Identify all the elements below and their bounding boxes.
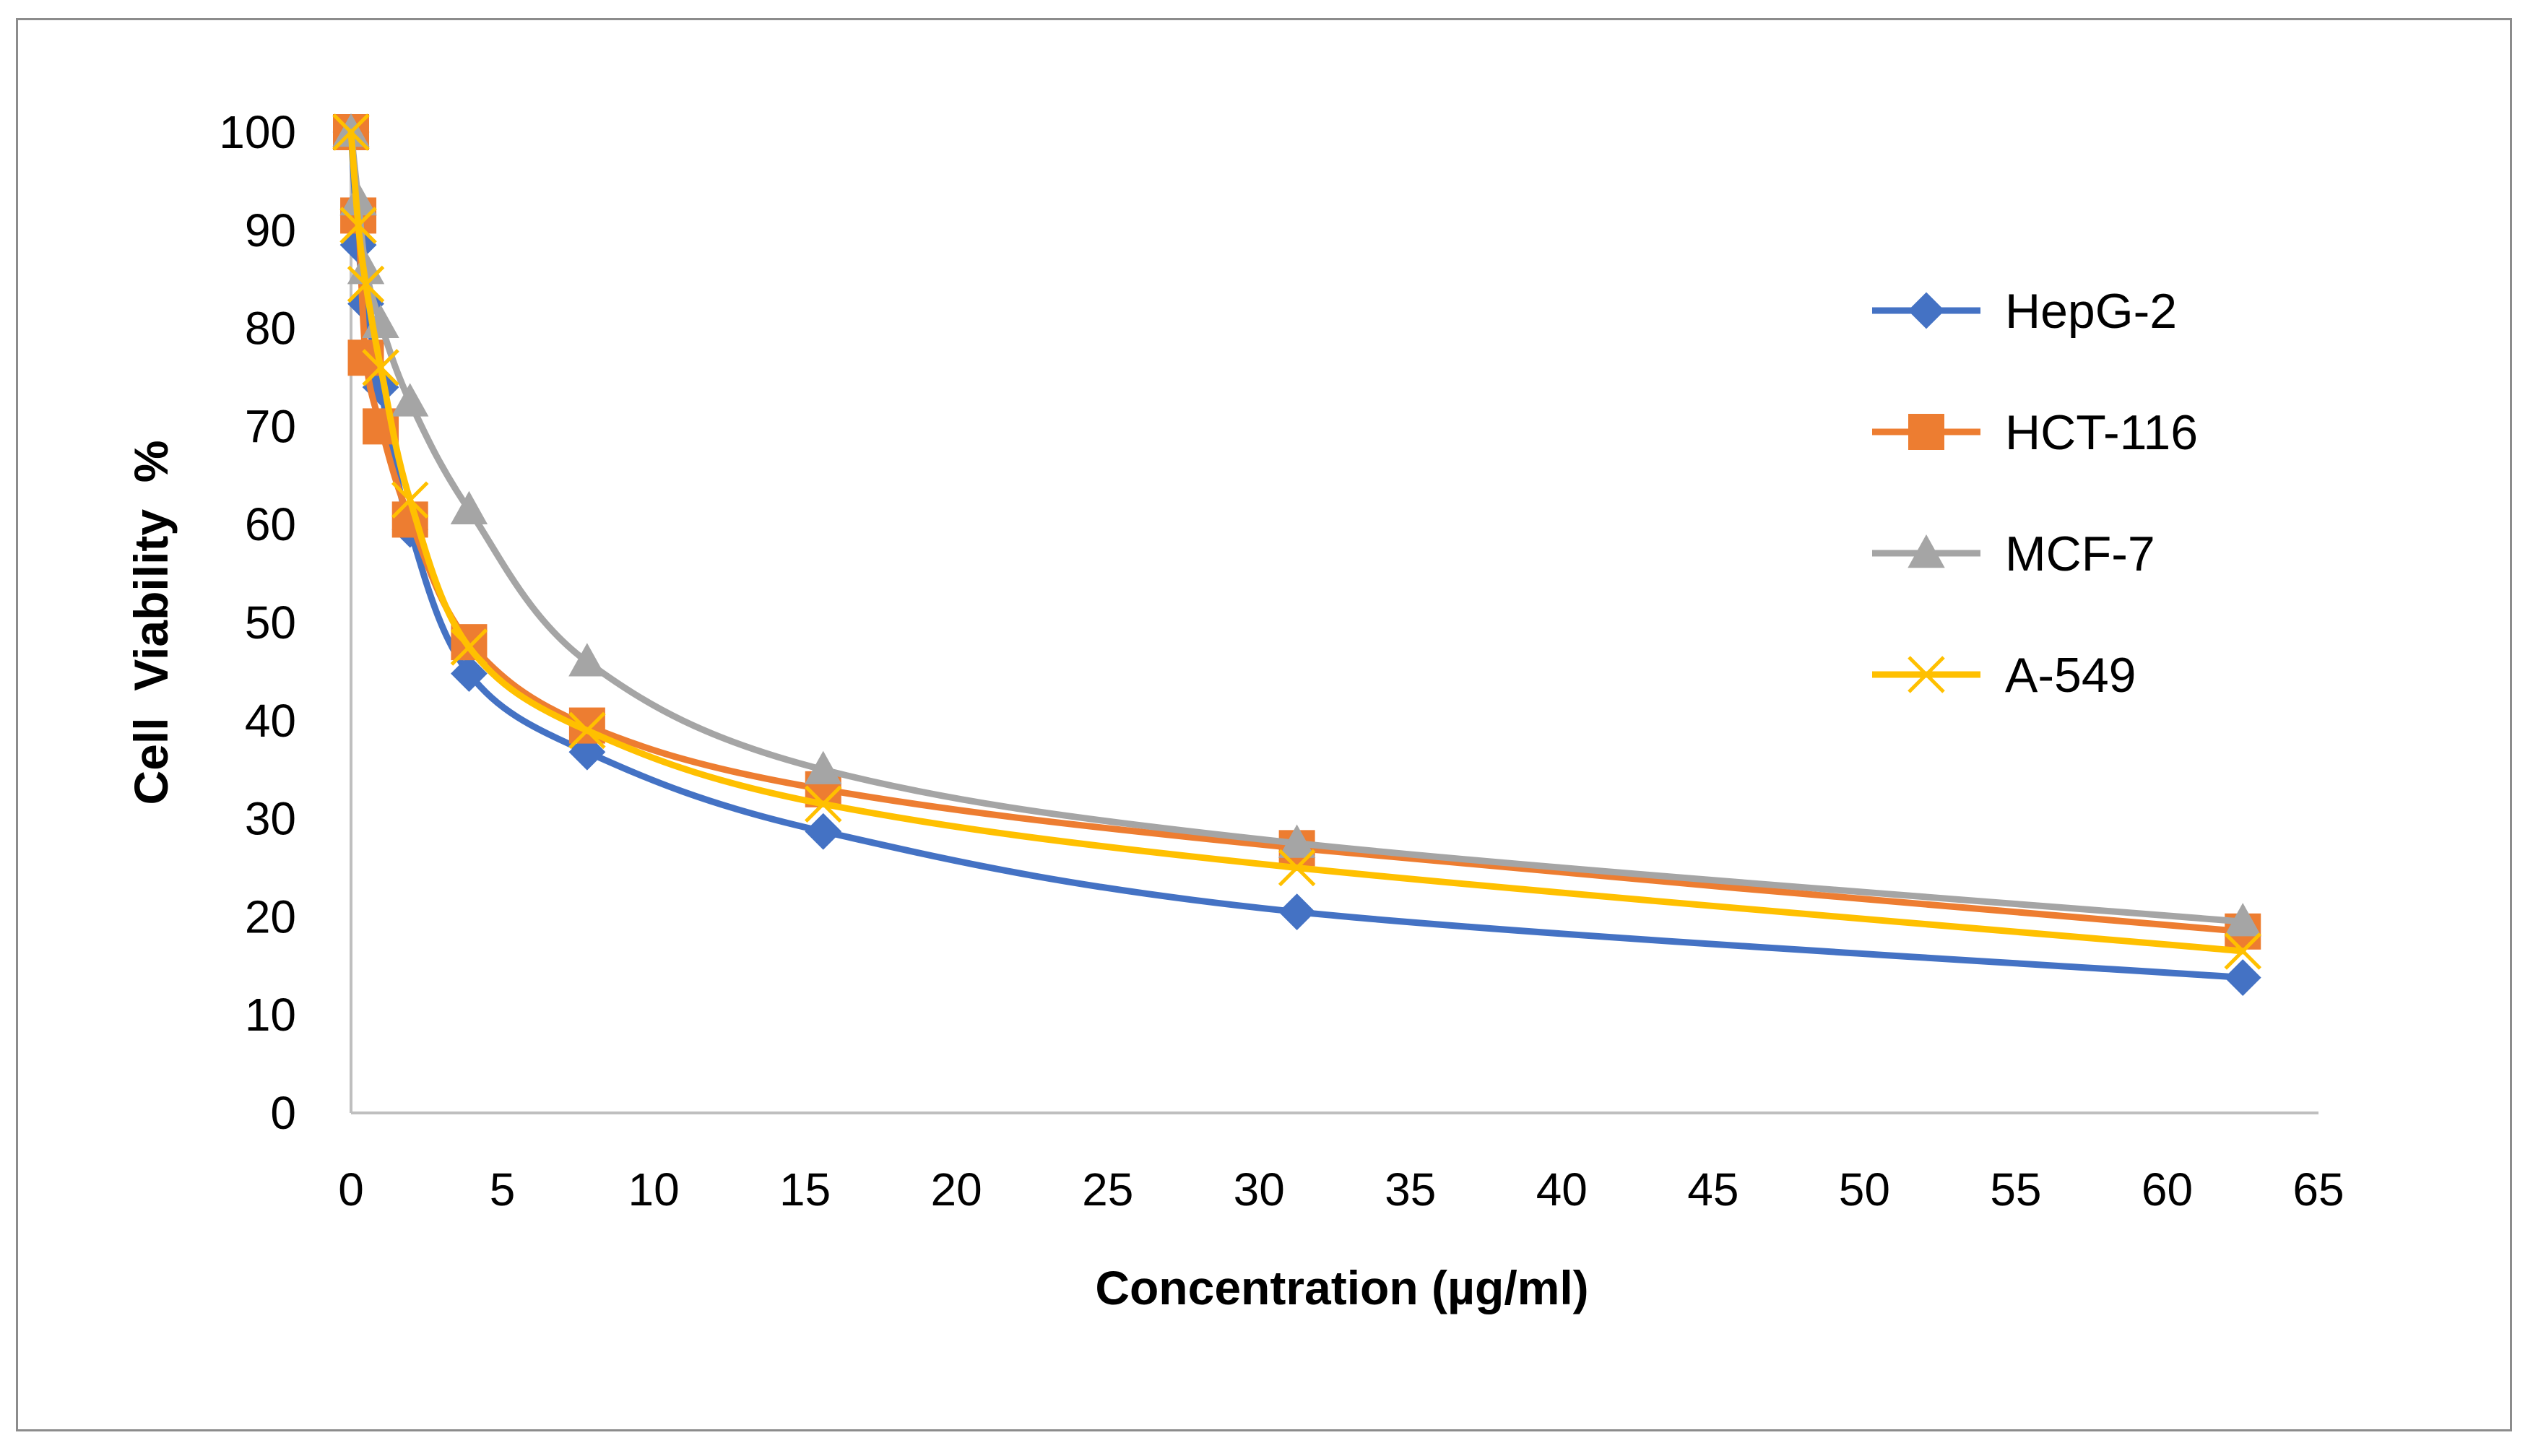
legend-item: HCT-116 — [1872, 405, 2198, 460]
data-point-mcf-7 — [391, 383, 429, 417]
y-tick-label: 0 — [270, 1087, 296, 1139]
legend-item: MCF-7 — [1872, 526, 2155, 581]
data-point-mcf-7 — [450, 490, 488, 525]
series-line-hct-116 — [347, 129, 2246, 935]
x-tick-label: 60 — [2142, 1164, 2193, 1216]
x-tick-label: 45 — [1687, 1164, 1739, 1216]
y-tick-label: 30 — [245, 793, 296, 845]
legend: HepG-2 HCT-116 MCF-7 A-549 — [1872, 284, 2198, 703]
series-a-549 — [332, 113, 2261, 970]
x-tick-label: 35 — [1385, 1164, 1436, 1216]
legend-item: HepG-2 — [1872, 284, 2177, 339]
chart-frame — [16, 18, 2512, 1431]
series-layer — [332, 113, 2261, 997]
data-point-a-549 — [568, 711, 606, 750]
x-axis-title: Concentration (µg/ml) — [1095, 1261, 1588, 1314]
legend-label: HepG-2 — [2005, 284, 2177, 339]
data-point-mcf-7 — [1278, 824, 1316, 858]
legend-marker — [1908, 534, 1945, 568]
data-point-mcf-7 — [2224, 903, 2261, 937]
data-point-a-549 — [347, 265, 385, 303]
legend-label: HCT-116 — [2005, 405, 2198, 460]
legend-label: MCF-7 — [2005, 526, 2155, 581]
y-tick-label: 80 — [245, 303, 296, 355]
x-tick-label: 65 — [2292, 1164, 2344, 1216]
x-tick-label: 55 — [1990, 1164, 2041, 1216]
series-mcf-7 — [332, 113, 2261, 937]
legend-item: A-549 — [1872, 648, 2136, 703]
x-tick-label: 10 — [628, 1164, 679, 1216]
legend-marker — [1908, 656, 1945, 693]
data-point-a-549 — [332, 113, 370, 151]
y-tick-label: 90 — [245, 204, 296, 256]
legend-marker — [1908, 292, 1945, 329]
x-tick-label: 50 — [1839, 1164, 1890, 1216]
x-tick-labels: 0 5 10 15 20 25 30 35 40 45 50 55 60 65 — [338, 1164, 2344, 1216]
data-point-a-549 — [450, 628, 488, 666]
data-point-hepg-2 — [451, 655, 488, 693]
y-tick-label: 20 — [245, 890, 296, 942]
data-point-a-549 — [1278, 849, 1316, 887]
x-tick-label: 0 — [338, 1164, 364, 1216]
data-point-a-549 — [2224, 932, 2261, 970]
y-tick-label: 40 — [245, 695, 296, 747]
data-point-a-549 — [391, 481, 429, 519]
data-point-mcf-7 — [568, 643, 606, 677]
data-point-hepg-2 — [805, 812, 842, 850]
x-tick-label: 30 — [1234, 1164, 1285, 1216]
series-line-mcf-7 — [347, 129, 2246, 925]
y-tick-label: 70 — [245, 400, 296, 452]
data-point-hepg-2 — [2224, 959, 2261, 997]
data-point-hepg-2 — [1278, 893, 1316, 931]
legend-marker — [1908, 414, 1944, 450]
x-tick-label: 5 — [490, 1164, 516, 1216]
legend-label: A-549 — [2005, 648, 2136, 703]
x-tick-label: 40 — [1536, 1164, 1588, 1216]
y-tick-label: 10 — [245, 989, 296, 1041]
y-tick-label: 50 — [245, 597, 296, 649]
x-tick-label: 25 — [1082, 1164, 1133, 1216]
series-hct-116 — [333, 114, 2261, 950]
data-point-a-549 — [362, 349, 399, 386]
x-tick-label: 15 — [779, 1164, 831, 1216]
y-tick-labels: 0 10 20 30 40 50 60 70 80 90 100 — [219, 106, 296, 1139]
y-tick-label: 60 — [245, 498, 296, 550]
x-tick-label: 20 — [931, 1164, 982, 1216]
data-point-a-549 — [339, 207, 377, 244]
y-axis-title: Cell Viability % — [124, 441, 178, 805]
y-tick-label: 100 — [219, 106, 296, 158]
data-point-a-549 — [804, 785, 842, 823]
data-point-mcf-7 — [805, 750, 842, 784]
